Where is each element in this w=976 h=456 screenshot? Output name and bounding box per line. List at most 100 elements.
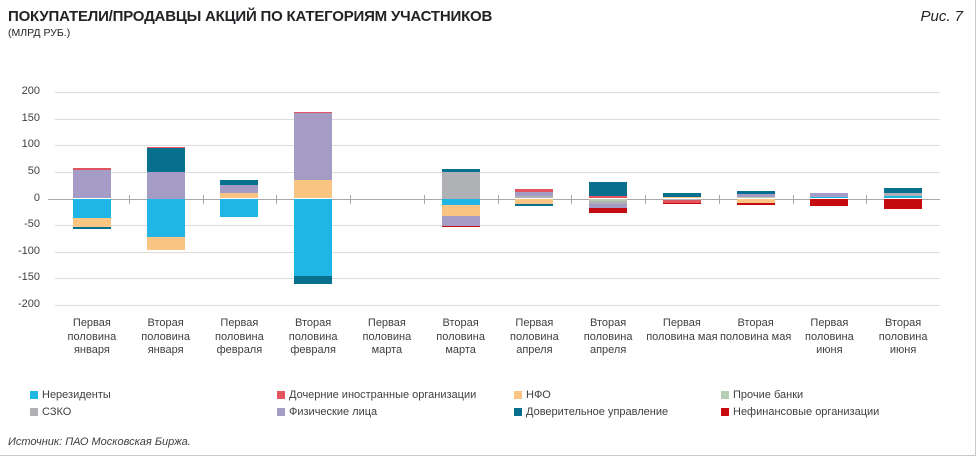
legend-item: Доверительное управление [514, 406, 668, 418]
plot-area [48, 92, 940, 306]
bar-segment [515, 203, 554, 207]
x-category-label: Первая половина марта [362, 317, 412, 356]
legend-item: Дочерние иностранные организации [277, 389, 476, 401]
bar-segment [810, 192, 849, 198]
axis-boundary-tick [202, 194, 204, 204]
legend-swatch-icon [514, 408, 522, 416]
bar-segment [810, 198, 849, 206]
y-tick-label: -50 [24, 218, 40, 231]
x-category-label: Первая половина июня [805, 317, 854, 356]
bar-segment [884, 198, 923, 209]
x-category-label: Первая половина января [67, 317, 117, 356]
y-tick-label: -200 [17, 298, 40, 310]
bar-segment [294, 112, 333, 181]
legend-item: Нерезиденты [30, 389, 111, 401]
bar-segment [220, 193, 259, 199]
chart-units-subtitle: (МЛРД РУБ.) [8, 27, 71, 39]
bar-segment [515, 189, 554, 192]
bar-segment [146, 147, 185, 172]
x-category-label: Вторая половина мая [719, 317, 792, 343]
bar-segment [220, 198, 259, 217]
legend-swatch-icon [721, 408, 729, 416]
legend-label: Прочие банки [733, 389, 804, 401]
y-tick-label: 50 [27, 164, 40, 177]
bar-segment [441, 171, 480, 199]
x-category-label: Первая половина мая [646, 317, 718, 343]
y-gridline [55, 92, 940, 93]
bar-segment [515, 191, 554, 197]
bar-segment [589, 198, 628, 202]
x-category-label: Вторая половина июня [878, 317, 928, 356]
legend-item: НФО [514, 389, 551, 401]
bar-segment [515, 196, 554, 199]
bar-segment [441, 216, 480, 226]
legend-item: СЗКО [30, 406, 71, 418]
bar-segment [589, 207, 628, 213]
bar-segment [146, 171, 185, 199]
bar-segment [146, 198, 185, 238]
zero-axis-line [48, 198, 940, 200]
bar-segment [146, 146, 185, 148]
bar-segment [294, 275, 333, 285]
bar-segment [736, 197, 775, 199]
legend-label: НФО [526, 389, 551, 401]
y-gridline [55, 305, 940, 306]
axis-boundary-tick [497, 194, 499, 204]
bar-segment [662, 193, 701, 197]
y-gridline [55, 171, 940, 173]
legend-swatch-icon [277, 408, 285, 416]
chart-legend: Нерезиденты Дочерние иностранные организа… [0, 389, 976, 425]
x-category-label: Вторая половина апреля [583, 317, 633, 356]
bar-segment [441, 198, 480, 205]
legend-swatch-icon [277, 391, 285, 399]
bar-segment [72, 167, 111, 171]
bar-segment [662, 200, 701, 203]
axis-boundary-tick [571, 194, 573, 204]
y-tick-label: -100 [17, 244, 40, 257]
bar-segment [810, 197, 849, 199]
x-category-label: Первая половина февраля [215, 317, 264, 356]
bar-segment [294, 198, 333, 276]
bar-segment [72, 170, 111, 199]
y-tick-label: 200 [21, 85, 40, 97]
x-category-label: Вторая половина марта [436, 317, 485, 356]
bar-segment [146, 237, 185, 250]
legend-item: Прочие банки [721, 389, 803, 401]
bar-segment [515, 198, 554, 204]
bar-segment [72, 227, 111, 230]
axis-boundary-tick [423, 194, 425, 204]
bar-segment [662, 202, 701, 204]
axis-boundary-tick [718, 194, 720, 204]
x-category-label: Вторая половина января [141, 317, 190, 356]
y-tick-label: 150 [21, 111, 40, 124]
y-tick-label: 100 [21, 138, 40, 151]
bar-segment [441, 225, 480, 228]
legend-item: Физические лица [277, 406, 377, 418]
legend-label: Нефинансовые организации [733, 406, 880, 418]
y-gridline [55, 145, 940, 147]
bar-segment [72, 217, 111, 228]
legend-swatch-icon [514, 391, 522, 399]
bar-segment [220, 185, 259, 194]
axis-boundary-tick [350, 194, 351, 204]
bar-segment [662, 196, 701, 199]
bar-segment [736, 190, 775, 195]
x-category-label: Вторая половина февраля [288, 317, 338, 356]
y-tick-label: 0 [33, 191, 40, 204]
y-axis: 200 150 100 50 0 -50 -100 -150 -200 [0, 85, 46, 310]
legend-label: Доверительное управление [526, 406, 669, 418]
source-note: Источник: ПАО Московская Биржа. [8, 436, 191, 448]
y-gridline [55, 278, 940, 280]
bar-segment [589, 181, 628, 197]
legend-swatch-icon [30, 391, 38, 399]
bar-segment [884, 187, 923, 194]
axis-boundary-tick [792, 194, 794, 204]
x-axis: Первая половина января Вторая половина ян… [55, 317, 940, 373]
bar-segment [441, 204, 480, 217]
bar-segment [220, 180, 259, 186]
bar-segment [72, 198, 111, 218]
figure-number-label: Рис. 7 [920, 8, 963, 25]
axis-boundary-tick [276, 194, 278, 204]
bar-segment [294, 111, 333, 113]
bar-segment [884, 193, 923, 196]
